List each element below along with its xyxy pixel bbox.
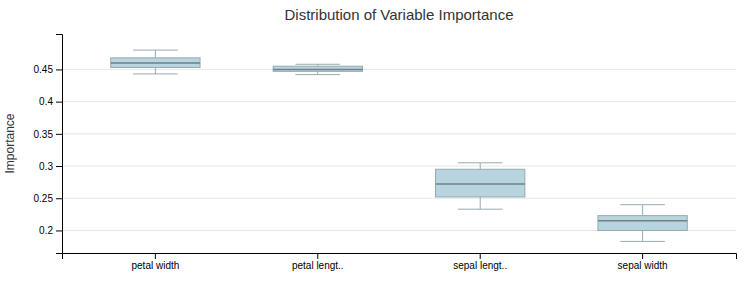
box — [273, 64, 362, 74]
cap — [458, 209, 503, 210]
axis-title: Importance — [3, 113, 17, 173]
whisker — [155, 67, 156, 73]
tick-label: 0.35 — [34, 129, 54, 140]
cap — [458, 162, 503, 163]
grid — [62, 69, 736, 230]
tick: 0.4 — [39, 96, 62, 107]
tick-mark — [56, 230, 62, 231]
tick-mark — [56, 69, 62, 70]
median — [273, 69, 362, 71]
tick: 0.2 — [39, 225, 62, 236]
whisker — [480, 197, 481, 209]
plot-area: 0.2 0.25 0.3 0.35 0.4 0.45 petal width petal le… — [34, 35, 737, 272]
tick-mark — [56, 134, 62, 135]
tick: 0.35 — [34, 129, 62, 140]
tick-mark — [56, 198, 62, 199]
tick-label: petal lengt.. — [292, 260, 344, 271]
cap — [620, 204, 665, 205]
tick-label: sepal width — [618, 260, 668, 271]
grid-line — [62, 69, 736, 70]
median — [598, 220, 687, 222]
tick-label: 0.45 — [34, 64, 54, 75]
chart: 0.2 0.25 0.3 0.35 0.4 0.45 petal width petal le… — [0, 0, 752, 283]
axis-line — [56, 35, 63, 254]
box-body — [598, 216, 687, 231]
grid-line — [62, 101, 736, 102]
whisker — [155, 50, 156, 58]
whisker — [642, 230, 643, 241]
box-body — [436, 169, 525, 197]
whisker — [480, 163, 481, 169]
box-body — [111, 58, 200, 68]
tick-mark — [642, 253, 643, 259]
cap — [620, 241, 665, 242]
grid-line — [62, 166, 736, 167]
median — [111, 62, 200, 64]
tick-mark — [480, 253, 481, 259]
tick: 0.3 — [39, 161, 62, 172]
tick-label: 0.2 — [39, 225, 53, 236]
box — [111, 50, 200, 74]
cap — [133, 73, 178, 74]
tick: petal lengt.. — [292, 253, 344, 271]
marks — [111, 50, 688, 241]
tick-mark — [56, 102, 62, 103]
box — [598, 205, 687, 242]
tick-label: 0.4 — [39, 96, 53, 107]
tick-mark — [155, 253, 156, 259]
tick: 0.25 — [34, 193, 62, 204]
cap — [295, 74, 340, 75]
y-axis: 0.2 0.25 0.3 0.35 0.4 0.45 — [34, 35, 63, 254]
median — [436, 183, 525, 185]
axis-line — [63, 254, 737, 260]
tick: sepal lengt.. — [453, 253, 507, 271]
title: Distribution of Variable Importance — [285, 6, 514, 23]
tick-label: sepal lengt.. — [453, 260, 507, 271]
cap — [133, 50, 178, 51]
cap — [295, 64, 340, 65]
tick-mark — [56, 166, 62, 167]
tick: 0.45 — [34, 64, 62, 75]
box — [436, 163, 525, 209]
grid-line — [62, 198, 736, 199]
tick: sepal width — [618, 253, 668, 271]
whisker — [642, 205, 643, 216]
grid-line — [62, 133, 736, 134]
x-axis: petal width petal lengt.. sepal lengt.. sep… — [63, 253, 737, 271]
tick-mark — [317, 253, 318, 259]
tick-label: 0.3 — [39, 161, 53, 172]
tick-label: 0.25 — [34, 193, 54, 204]
tick: petal width — [131, 253, 179, 271]
box-body — [273, 66, 362, 71]
tick-label: petal width — [131, 260, 179, 271]
